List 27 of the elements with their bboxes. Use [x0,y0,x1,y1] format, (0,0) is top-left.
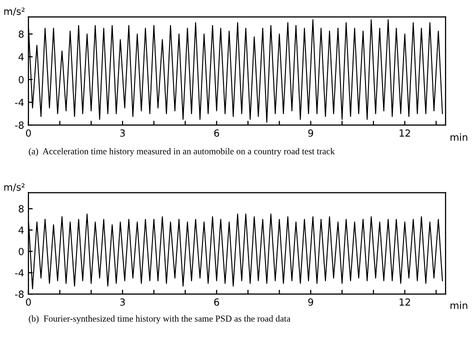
x-tick-label: 12 [400,298,410,306]
x-tick-label: 6 [214,298,220,306]
x-tick-label: 3 [120,298,125,306]
x-tick-label: 12 [400,129,410,137]
y-tick-label: -4 [15,98,24,106]
y-tick-label: 8 [18,30,24,38]
x-tick-label: 0 [26,129,31,137]
y-axis-title: m/s² [4,8,25,16]
x-axis-title: min [450,302,468,309]
y-tick-label: -8 [15,290,24,298]
y-tick-label: 4 [18,53,24,60]
x-tick-label: 9 [308,129,314,137]
y-tick-label: 8 [18,205,24,212]
x-tick-label: 9 [308,298,314,306]
x-tick-label: 3 [120,129,125,137]
y-tick-label: 0 [18,248,24,256]
x-tick-label: 0 [26,298,31,306]
x-tick-label: 6 [214,129,220,137]
y-axis-title: m/s² [4,183,25,192]
text: (b) Fourier-synthesized time history with the same PSD as the road data [28,315,290,324]
text: (a) Acceleration time history measured in an automobile on a country road test track [28,148,335,156]
y-tick-label: 0 [18,76,24,84]
line-series [28,19,443,123]
x-axis-title: min [450,133,468,141]
y-tick-label: -4 [15,269,24,276]
y-tick-label: 4 [18,226,24,234]
y-tick-label: -8 [15,122,24,129]
